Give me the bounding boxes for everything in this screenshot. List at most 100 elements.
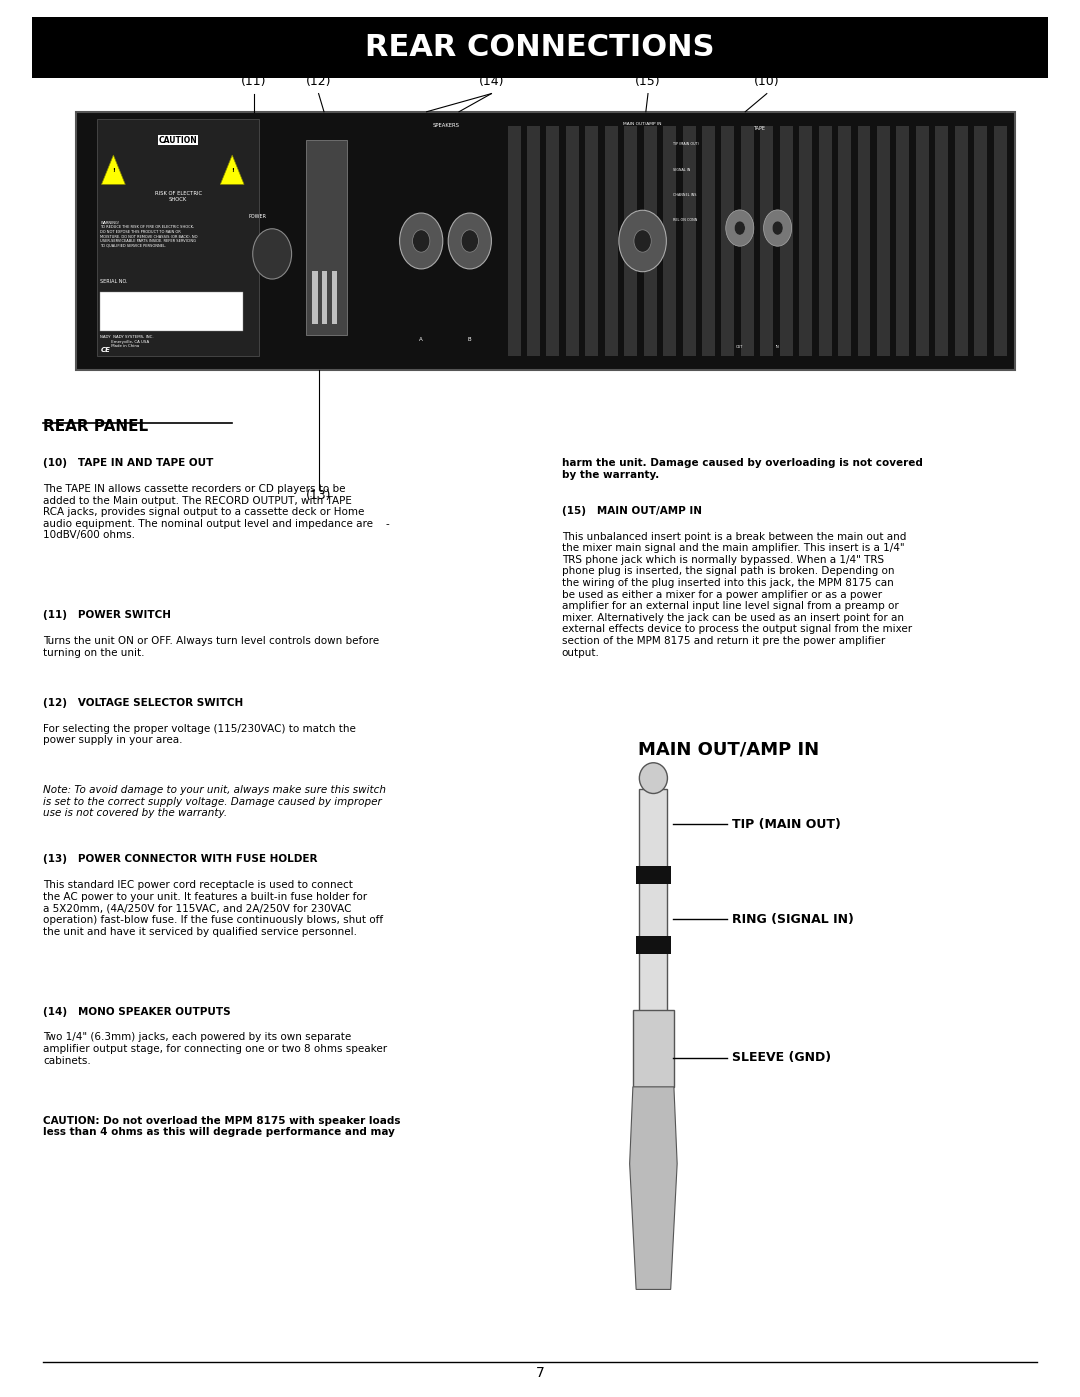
Text: REAR PANEL: REAR PANEL — [43, 419, 148, 434]
Text: POWER: POWER — [248, 214, 266, 219]
Text: NADY  NADY SYSTEMS, INC.
         Emeryville, CA USA
         Made in China: NADY NADY SYSTEMS, INC. Emeryville, CA U… — [100, 335, 154, 348]
Text: CAUTION: CAUTION — [159, 136, 198, 144]
Bar — [780, 126, 793, 356]
Text: (14)   MONO SPEAKER OUTPUTS: (14) MONO SPEAKER OUTPUTS — [43, 1006, 231, 1017]
Bar — [663, 126, 676, 356]
Bar — [546, 126, 559, 356]
Text: (15)   MAIN OUT/AMP IN: (15) MAIN OUT/AMP IN — [562, 506, 702, 515]
Bar — [702, 126, 715, 356]
Bar — [332, 271, 337, 324]
Text: Turns the unit ON or OFF. Always turn level controls down before
turning on the : Turns the unit ON or OFF. Always turn le… — [43, 636, 379, 658]
Text: !: ! — [231, 168, 233, 173]
Text: REL ON CONN: REL ON CONN — [673, 218, 698, 222]
Circle shape — [461, 231, 478, 251]
Bar — [896, 126, 909, 356]
Text: (10)   TAPE IN AND TAPE OUT: (10) TAPE IN AND TAPE OUT — [43, 458, 214, 468]
Bar — [566, 126, 579, 356]
Text: SERIAL NO.: SERIAL NO. — [100, 278, 127, 284]
Text: TAPE: TAPE — [753, 126, 766, 131]
Text: CHANNEL INS: CHANNEL INS — [673, 193, 697, 197]
Text: This unbalanced insert point is a break between the main out and
the mixer main : This unbalanced insert point is a break … — [562, 532, 912, 658]
Text: Two 1/4" (6.3mm) jacks, each powered by its own separate
amplifier output stage,: Two 1/4" (6.3mm) jacks, each powered by … — [43, 1032, 388, 1066]
Text: REAR CONNECTIONS: REAR CONNECTIONS — [365, 34, 715, 61]
Bar — [877, 126, 890, 356]
Circle shape — [253, 229, 292, 279]
Text: (11)   POWER SWITCH: (11) POWER SWITCH — [43, 610, 172, 620]
Bar — [838, 126, 851, 356]
Text: This standard IEC power cord receptacle is used to connect
the AC power to your : This standard IEC power cord receptacle … — [43, 880, 383, 936]
Bar — [76, 112, 1015, 370]
Bar — [97, 119, 259, 356]
Circle shape — [772, 221, 783, 235]
Text: (10): (10) — [754, 75, 780, 88]
Circle shape — [764, 210, 792, 246]
Text: SIGNAL IN: SIGNAL IN — [673, 168, 690, 172]
Circle shape — [448, 214, 491, 270]
Text: OUT: OUT — [737, 345, 743, 349]
Bar — [636, 936, 671, 954]
Bar — [100, 292, 243, 331]
Polygon shape — [220, 155, 244, 184]
Bar — [624, 126, 637, 356]
Text: (13): (13) — [306, 489, 332, 502]
Text: !: ! — [112, 168, 114, 173]
Text: CE: CE — [100, 348, 110, 353]
Text: Note: To avoid damage to your unit, always make sure this switch
is set to the c: Note: To avoid damage to your unit, alwa… — [43, 785, 387, 819]
Text: A: A — [419, 337, 423, 342]
Bar — [636, 866, 671, 884]
Bar — [639, 789, 667, 1083]
Polygon shape — [630, 1087, 677, 1289]
Bar — [760, 126, 773, 356]
Bar — [916, 126, 929, 356]
Bar — [721, 126, 734, 356]
Bar — [955, 126, 968, 356]
Text: CAUTION: Do not overload the MPM 8175 with speaker loads
less than 4 ohms as thi: CAUTION: Do not overload the MPM 8175 wi… — [43, 1115, 401, 1137]
Text: For selecting the proper voltage (115/230VAC) to match the
power supply in your : For selecting the proper voltage (115/23… — [43, 724, 356, 745]
Text: (11): (11) — [241, 75, 267, 88]
Circle shape — [400, 214, 443, 270]
Text: (12): (12) — [306, 75, 332, 88]
Text: B: B — [468, 337, 472, 342]
Text: The TAPE IN allows cassette recorders or CD players to be
added to the Main outp: The TAPE IN allows cassette recorders or… — [43, 485, 390, 541]
Bar — [935, 126, 948, 356]
Text: TIP (MAIN OUT): TIP (MAIN OUT) — [673, 142, 699, 147]
Circle shape — [726, 210, 754, 246]
Bar — [527, 126, 540, 356]
Text: 7: 7 — [536, 1366, 544, 1380]
Bar — [741, 126, 754, 356]
Text: MAIN OUT/AMP IN: MAIN OUT/AMP IN — [638, 740, 820, 759]
Bar — [858, 126, 870, 356]
Text: (14): (14) — [478, 75, 504, 88]
Text: RING (SIGNAL IN): RING (SIGNAL IN) — [732, 912, 854, 926]
Bar — [799, 126, 812, 356]
Bar — [683, 126, 696, 356]
Text: harm the unit. Damage caused by overloading is not covered
by the warranty.: harm the unit. Damage caused by overload… — [562, 458, 922, 479]
Text: (13)   POWER CONNECTOR WITH FUSE HOLDER: (13) POWER CONNECTOR WITH FUSE HOLDER — [43, 854, 318, 865]
Ellipse shape — [639, 763, 667, 793]
Polygon shape — [102, 155, 125, 184]
Bar — [32, 17, 1048, 78]
Bar — [633, 1010, 674, 1087]
Bar — [994, 126, 1007, 356]
Bar — [819, 126, 832, 356]
Text: WARNING!
TO REDUCE THE RISK OF FIRE OR ELECTRIC SHOCK,
DO NOT EXPOSE THIS PRODUC: WARNING! TO REDUCE THE RISK OF FIRE OR E… — [100, 221, 198, 247]
Circle shape — [619, 211, 666, 271]
Text: TIP (MAIN OUT): TIP (MAIN OUT) — [732, 817, 841, 831]
Bar — [312, 271, 318, 324]
Text: (15): (15) — [635, 75, 661, 88]
Bar — [322, 271, 327, 324]
Text: (12)   VOLTAGE SELECTOR SWITCH: (12) VOLTAGE SELECTOR SWITCH — [43, 697, 243, 708]
Bar — [974, 126, 987, 356]
Bar — [585, 126, 598, 356]
Bar — [508, 126, 521, 356]
Bar — [306, 140, 347, 335]
Text: SLEEVE (GND): SLEEVE (GND) — [732, 1051, 832, 1065]
Circle shape — [413, 231, 430, 251]
Circle shape — [734, 221, 745, 235]
Circle shape — [634, 231, 651, 251]
Text: SPEAKERS: SPEAKERS — [432, 123, 460, 129]
Text: IN: IN — [775, 345, 780, 349]
Text: RISK OF ELECTRIC
SHOCK: RISK OF ELECTRIC SHOCK — [154, 191, 202, 203]
Text: MAIN OUT/AMP IN: MAIN OUT/AMP IN — [623, 122, 662, 126]
Bar — [644, 126, 657, 356]
